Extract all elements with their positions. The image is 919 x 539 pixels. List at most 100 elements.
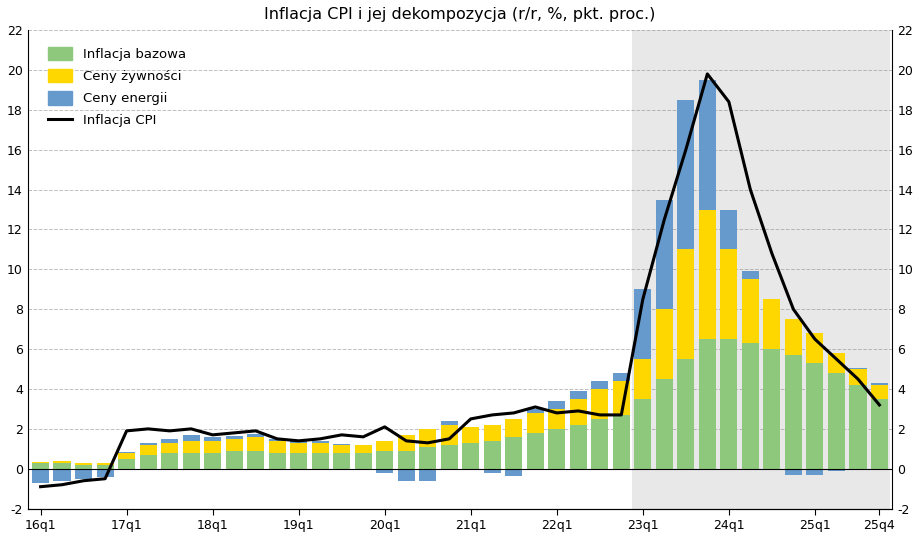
Bar (268, 439, 286, 441)
Bar (848, 369, 866, 385)
Bar (182, 453, 199, 469)
Bar (633, 289, 651, 359)
Bar (96, 469, 114, 476)
Bar (763, 349, 779, 469)
Bar (741, 271, 758, 279)
Bar (569, 391, 586, 399)
Bar (32, 462, 49, 463)
Bar (655, 199, 672, 309)
Bar (655, 379, 672, 469)
Bar (633, 399, 651, 469)
Bar (182, 435, 199, 441)
Bar (526, 413, 543, 433)
Bar (32, 469, 49, 483)
Bar (784, 355, 801, 469)
Bar (312, 443, 328, 453)
Bar (376, 451, 393, 469)
Bar (397, 451, 414, 469)
Bar (827, 353, 844, 373)
Bar (118, 453, 135, 459)
Bar (461, 427, 479, 443)
Bar (140, 455, 156, 469)
Bar (612, 415, 630, 469)
Bar (526, 433, 543, 469)
Bar (870, 399, 887, 469)
Bar (204, 441, 221, 453)
Bar (569, 425, 586, 469)
Bar (827, 373, 844, 469)
Bar (548, 429, 565, 469)
Bar (225, 436, 243, 439)
Bar (676, 250, 694, 359)
Bar (461, 443, 479, 469)
Bar (612, 373, 630, 381)
Bar (784, 469, 801, 475)
Bar (827, 469, 844, 471)
Bar (720, 210, 737, 250)
Bar (505, 419, 522, 437)
Bar (53, 463, 71, 469)
Bar (53, 461, 71, 463)
Bar (419, 469, 436, 481)
Bar (633, 359, 651, 399)
Bar (333, 453, 350, 469)
Bar (419, 447, 436, 469)
Bar (720, 250, 737, 339)
Bar (698, 210, 715, 339)
Bar (698, 80, 715, 210)
Bar (848, 385, 866, 469)
Bar (805, 333, 823, 363)
Bar (96, 465, 114, 469)
Bar (247, 434, 264, 437)
Bar (784, 319, 801, 355)
Bar (32, 463, 49, 469)
Bar (247, 451, 264, 469)
Bar (419, 429, 436, 447)
Bar (354, 445, 371, 453)
Bar (140, 445, 156, 455)
Bar (631, 30, 890, 509)
Bar (161, 443, 178, 453)
Bar (397, 435, 414, 451)
Bar (440, 421, 458, 425)
Bar (805, 363, 823, 469)
Bar (75, 465, 92, 469)
Bar (569, 399, 586, 425)
Bar (118, 452, 135, 453)
Bar (53, 469, 71, 481)
Bar (440, 425, 458, 445)
Bar (376, 441, 393, 451)
Bar (655, 309, 672, 379)
Bar (268, 453, 286, 469)
Bar (612, 381, 630, 415)
Bar (289, 441, 307, 443)
Bar (397, 469, 414, 481)
Bar (548, 401, 565, 409)
Bar (225, 439, 243, 451)
Bar (505, 437, 522, 469)
Bar (75, 463, 92, 465)
Bar (182, 441, 199, 453)
Bar (75, 469, 92, 479)
Bar (741, 279, 758, 343)
Bar (161, 439, 178, 443)
Bar (591, 419, 607, 469)
Bar (870, 385, 887, 399)
Bar (312, 441, 328, 443)
Bar (483, 441, 500, 469)
Bar (763, 299, 779, 349)
Bar (333, 445, 350, 453)
Legend: Inflacja bazowa, Ceny żywności, Ceny energii, Inflacja CPI: Inflacja bazowa, Ceny żywności, Ceny ene… (43, 42, 191, 133)
Bar (354, 453, 371, 469)
Bar (289, 453, 307, 469)
Bar (247, 437, 264, 451)
Bar (289, 443, 307, 453)
Bar (526, 409, 543, 413)
Bar (118, 459, 135, 469)
Bar (698, 339, 715, 469)
Bar (720, 339, 737, 469)
Bar (483, 425, 500, 441)
Bar (161, 453, 178, 469)
Bar (676, 359, 694, 469)
Bar (96, 463, 114, 465)
